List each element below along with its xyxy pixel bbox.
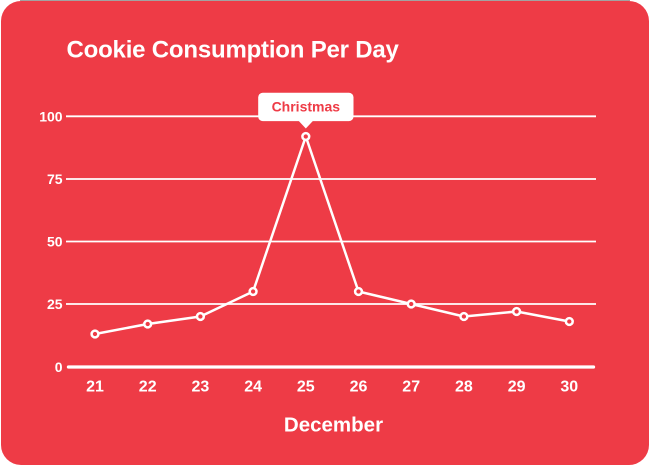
svg-text:27: 27 (402, 378, 420, 395)
svg-text:Cookie Consumption Per Day: Cookie Consumption Per Day (67, 37, 400, 64)
svg-text:30: 30 (560, 378, 578, 395)
svg-text:100: 100 (39, 108, 63, 124)
svg-text:Christmas: Christmas (272, 99, 341, 115)
svg-text:25: 25 (297, 378, 315, 395)
svg-text:50: 50 (47, 234, 63, 250)
svg-text:25: 25 (47, 296, 63, 312)
svg-text:22: 22 (139, 378, 157, 395)
svg-text:21: 21 (86, 378, 104, 395)
svg-text:26: 26 (350, 378, 368, 395)
svg-text:23: 23 (192, 378, 210, 395)
svg-text:28: 28 (455, 378, 473, 395)
svg-text:24: 24 (244, 378, 262, 395)
svg-text:December: December (284, 414, 383, 437)
svg-text:75: 75 (47, 171, 63, 187)
svg-text:0: 0 (55, 359, 63, 375)
svg-text:29: 29 (508, 378, 526, 395)
